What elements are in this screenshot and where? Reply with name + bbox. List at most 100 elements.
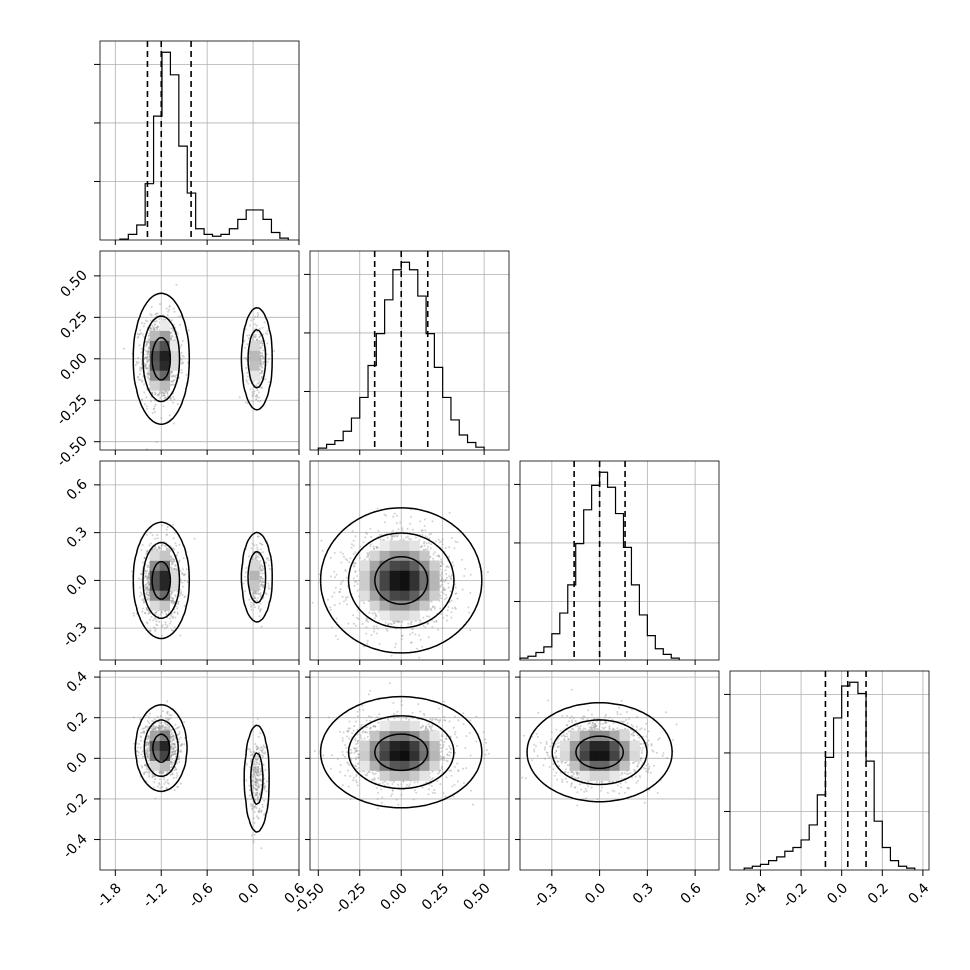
sample-point xyxy=(401,620,404,623)
sample-point xyxy=(171,561,174,564)
sample-point xyxy=(253,595,256,598)
sample-point xyxy=(173,548,176,551)
sample-point xyxy=(161,624,164,627)
sample-point xyxy=(399,521,402,524)
density-cell xyxy=(399,600,410,611)
sample-point xyxy=(445,576,448,579)
sample-point xyxy=(146,376,149,379)
sample-point xyxy=(334,586,337,589)
density-cell xyxy=(379,610,390,621)
sample-point xyxy=(151,392,154,395)
sample-point xyxy=(169,620,172,623)
sample-point xyxy=(366,618,369,621)
sample-point xyxy=(173,568,176,570)
sample-point xyxy=(447,605,450,608)
sample-point xyxy=(171,561,174,564)
sample-point xyxy=(153,547,156,550)
sample-point xyxy=(262,551,264,554)
sample-point xyxy=(354,562,357,565)
sample-point xyxy=(346,559,349,562)
sample-point xyxy=(151,534,154,537)
sample-point xyxy=(244,575,247,578)
sample-point xyxy=(141,366,143,369)
sample-point xyxy=(181,572,184,575)
sample-point xyxy=(425,542,428,545)
sample-point xyxy=(147,353,150,356)
sample-point xyxy=(156,726,159,728)
sample-point xyxy=(347,622,350,625)
sample-point xyxy=(433,551,436,554)
sample-point xyxy=(260,370,263,373)
sample-point xyxy=(166,390,169,393)
sample-point xyxy=(392,515,395,518)
density-cell xyxy=(149,550,161,561)
sample-point xyxy=(345,576,348,579)
sample-point xyxy=(147,581,150,583)
sample-point xyxy=(166,719,169,722)
sample-point xyxy=(170,755,172,758)
sample-point xyxy=(395,522,398,525)
sample-point xyxy=(148,367,150,370)
sample-point xyxy=(397,621,400,623)
sample-point xyxy=(441,560,443,563)
sample-point xyxy=(178,757,181,760)
sample-point xyxy=(266,329,269,332)
sample-point xyxy=(165,612,167,615)
sample-point xyxy=(153,407,156,410)
sample-point xyxy=(251,557,254,560)
sample-point xyxy=(177,600,180,603)
sample-point xyxy=(145,533,148,536)
sample-point xyxy=(171,600,174,603)
sample-point xyxy=(393,512,396,515)
sample-point xyxy=(155,441,158,443)
sample-point xyxy=(170,743,173,746)
sample-point xyxy=(261,366,263,369)
sample-point xyxy=(422,625,425,627)
sample-point xyxy=(148,775,151,778)
sample-point xyxy=(147,350,150,353)
sample-point xyxy=(430,543,433,546)
sample-point xyxy=(145,365,148,368)
sample-point xyxy=(451,607,454,610)
sample-point xyxy=(259,372,262,375)
density-cell xyxy=(169,350,180,361)
sample-point xyxy=(262,355,265,358)
sample-point xyxy=(262,333,265,336)
sample-point xyxy=(154,613,157,616)
sample-point xyxy=(259,548,262,551)
sample-point xyxy=(143,556,146,559)
density-cell xyxy=(159,600,170,611)
sample-point xyxy=(173,601,176,604)
sample-point xyxy=(181,354,184,357)
sample-point xyxy=(437,554,440,557)
hist-panel-0-frame xyxy=(99,40,300,241)
sample-point xyxy=(440,613,443,615)
sample-point xyxy=(259,399,262,402)
sample-point xyxy=(400,638,403,641)
sample-point xyxy=(170,331,173,334)
sample-point xyxy=(259,609,262,612)
sample-point xyxy=(146,358,149,361)
sample-point xyxy=(356,589,359,592)
sample-point xyxy=(260,576,262,579)
sample-point xyxy=(419,638,422,641)
sample-point xyxy=(257,391,260,394)
sample-point xyxy=(170,568,173,570)
sample-point xyxy=(165,613,168,616)
sample-point xyxy=(157,326,160,328)
sample-point xyxy=(463,575,466,577)
sample-point xyxy=(424,626,427,629)
sample-point xyxy=(166,710,169,713)
sample-point xyxy=(250,608,253,611)
sample-point xyxy=(393,621,396,624)
sample-point xyxy=(170,590,173,593)
sample-point xyxy=(168,308,171,311)
sample-point xyxy=(440,583,443,586)
sample-point xyxy=(177,726,180,729)
scatter-panel-1-2-frame xyxy=(309,460,510,661)
sample-point xyxy=(450,599,453,602)
sample-point xyxy=(159,547,162,550)
sample-point xyxy=(171,380,174,383)
sample-point xyxy=(333,552,336,554)
sample-point xyxy=(133,614,135,617)
